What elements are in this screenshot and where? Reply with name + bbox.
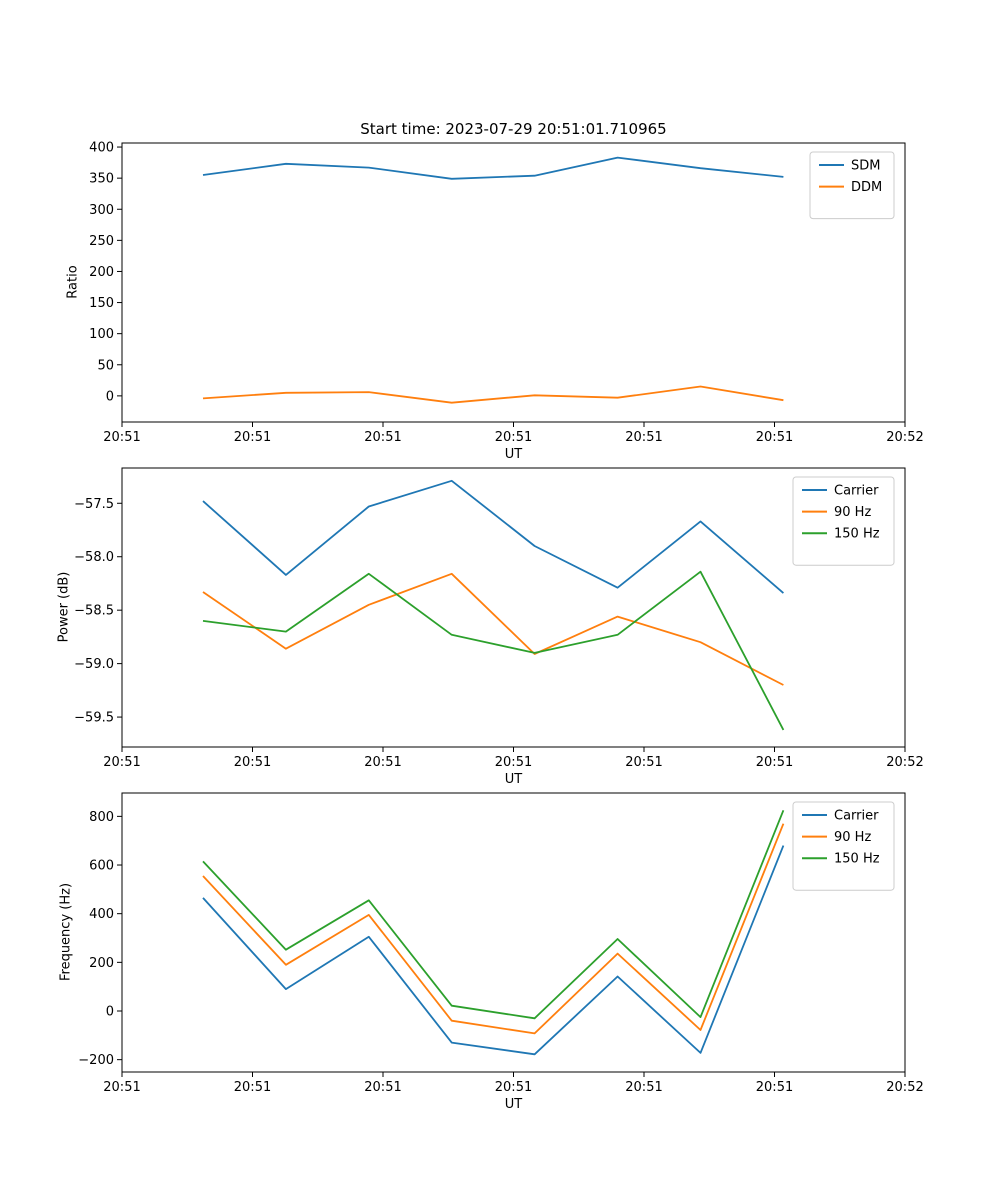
legend: Carrier 90 Hz 150 Hz — [792, 476, 895, 566]
axes-frame — [121, 467, 906, 748]
tick-label: 150 — [89, 296, 114, 311]
tick-label: −58.0 — [74, 550, 114, 565]
tick-label: −200 — [78, 1053, 114, 1068]
tick-label: 600 — [89, 859, 114, 874]
legend: Carrier 90 Hz 150 Hz — [792, 801, 895, 891]
tick-label: −59.5 — [74, 711, 114, 726]
ratio-x-axis-label: UT — [504, 447, 523, 462]
series-line-ddm — [202, 385, 784, 404]
legend-box — [792, 476, 895, 566]
ratio-y-axis-label: Ratio — [65, 265, 81, 299]
tick-label: 20:51 — [234, 1080, 271, 1095]
tick-label: 20:51 — [364, 1080, 401, 1095]
legend-label-90-hz: 90 Hz — [834, 505, 871, 520]
tick-label: 250 — [89, 234, 114, 249]
tick-label: 0 — [106, 389, 114, 404]
power-y-axis-label: Power (dB) — [56, 571, 72, 643]
tick-label: 20:52 — [886, 430, 923, 445]
series-line-carrier — [202, 479, 784, 594]
tick-label: 20:52 — [886, 1080, 923, 1095]
tick-label: 20:51 — [625, 1080, 662, 1095]
legend-label-ddm: DDM — [851, 180, 882, 195]
legend-label-90-hz: 90 Hz — [834, 830, 871, 845]
tick-label: 20:51 — [495, 755, 532, 770]
series-line-90-hz — [202, 572, 784, 686]
power-x-axis-label: UT — [504, 772, 523, 787]
tick-label: 20:51 — [234, 430, 271, 445]
frequency-chart: 20:51 20:51 20:51 20:51 20:51 20:51 20:52 −200 0… — [78, 792, 924, 1095]
tick-label: 20:51 — [756, 1080, 793, 1095]
tick-label: 300 — [89, 203, 114, 218]
series-line-carrier — [202, 845, 785, 1056]
tick-label: 350 — [89, 172, 114, 187]
tick-label: 20:51 — [364, 430, 401, 445]
tick-label: 20:51 — [625, 755, 662, 770]
tick-label: 20:51 — [756, 430, 793, 445]
tick-label: 50 — [97, 358, 114, 373]
tick-label: 400 — [89, 141, 114, 156]
series-line-150-hz — [202, 809, 785, 1020]
legend-label-150-hz: 150 Hz — [834, 852, 880, 867]
tick-label: −58.5 — [74, 604, 114, 619]
tick-label: 20:51 — [625, 430, 662, 445]
tick-label: −57.5 — [74, 497, 114, 512]
legend-label-sdm: SDM — [851, 159, 880, 174]
series-line-90-hz — [202, 823, 785, 1035]
tick-label: 20:51 — [103, 1080, 140, 1095]
legend-label-150-hz: 150 Hz — [834, 527, 880, 542]
tick-label: 20:51 — [756, 755, 793, 770]
ratio-chart: 20:51 20:51 20:51 20:51 20:51 20:51 20:52 0 50 10… — [89, 141, 924, 445]
legend-label-carrier: Carrier — [834, 809, 879, 824]
tick-label: −59.0 — [74, 657, 114, 672]
tick-label: 800 — [89, 810, 114, 825]
frequency-x-axis-label: UT — [504, 1097, 523, 1112]
tick-label: 20:51 — [495, 1080, 532, 1095]
power-chart: 20:51 20:51 20:51 20:51 20:51 20:51 20:52 −57.5… — [74, 467, 924, 770]
tick-label: 20:52 — [886, 755, 923, 770]
tick-label: 200 — [89, 956, 114, 971]
tick-label: 20:51 — [495, 430, 532, 445]
tick-label: 100 — [89, 327, 114, 342]
figure-title: Start time: 2023-07-29 20:51:01.710965 — [360, 120, 667, 138]
tick-label: 20:51 — [103, 755, 140, 770]
frequency-y-axis-label: Frequency (Hz) — [58, 882, 74, 982]
legend-box — [792, 801, 895, 891]
tick-label: 20:51 — [103, 430, 140, 445]
tick-label: 20:51 — [364, 755, 401, 770]
axes-frame — [121, 142, 906, 423]
axes-frame — [121, 792, 906, 1073]
legend: SDM DDM — [809, 151, 895, 220]
tick-label: 0 — [106, 1005, 114, 1020]
legend-label-carrier: Carrier — [834, 484, 879, 499]
series-line-150-hz — [202, 570, 785, 731]
legend-box — [809, 151, 895, 220]
tick-label: 200 — [89, 265, 114, 280]
tick-label: 20:51 — [234, 755, 271, 770]
tick-label: 400 — [89, 907, 114, 922]
series-line-sdm — [202, 156, 784, 180]
